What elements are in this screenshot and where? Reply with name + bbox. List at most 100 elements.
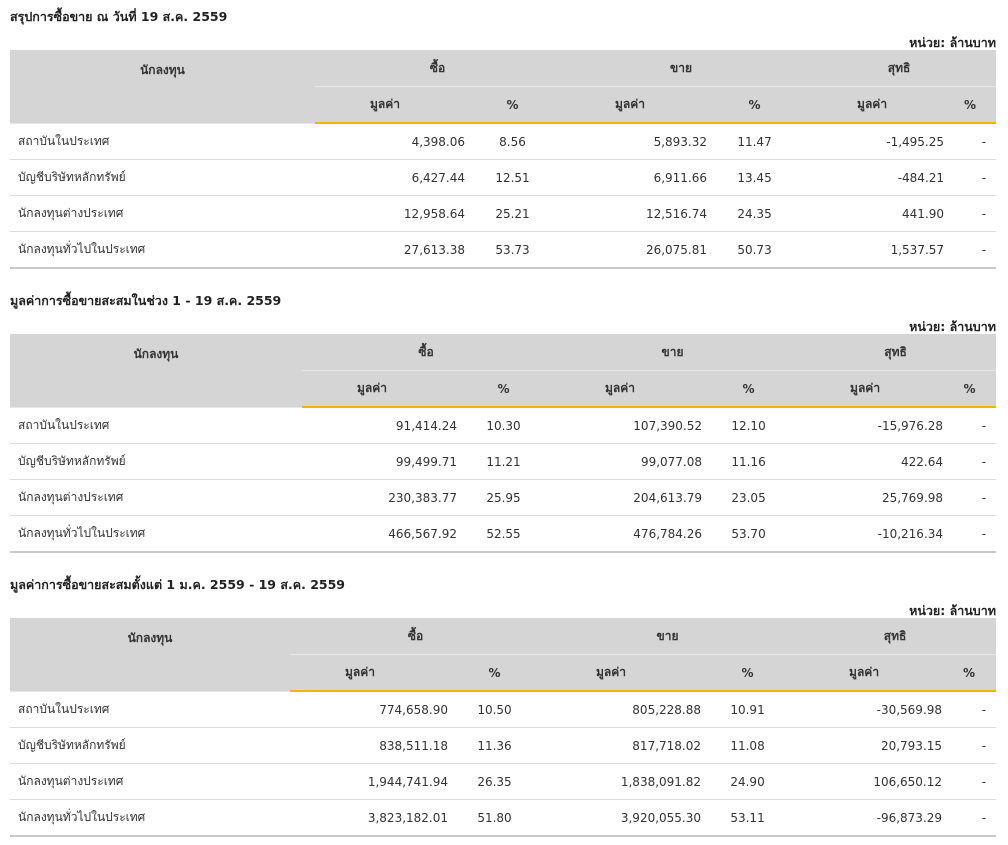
sell-percent: 11.16 — [702, 443, 796, 480]
header-sell-value: มูลค่า — [560, 86, 708, 124]
investor-name: สถาบันในประเทศ — [10, 407, 302, 444]
table-row: นักลงทุนทั่วไปในประเทศ 27,613.38 53.73 2… — [10, 231, 997, 269]
buy-value: 12,958.64 — [315, 195, 465, 232]
net-value: 25,769.98 — [795, 479, 944, 516]
net-value: 1,537.57 — [802, 231, 945, 269]
section-title: สรุปการซื้อขาย ณ วันที่ 19 ส.ค. 2559 — [10, 9, 228, 24]
section-title: มูลค่าการซื้อขายสะสมในช่วง 1 - 19 ส.ค. 2… — [10, 293, 282, 308]
header-buy-percent: % — [448, 654, 542, 692]
table-row: นักลงทุนต่างประเทศ 1,944,741.94 26.35 1,… — [10, 763, 997, 800]
table-row: นักลงทุนต่างประเทศ 12,958.64 25.21 12,51… — [10, 195, 997, 232]
unit-label: หน่วย: ล้านบาท — [909, 603, 996, 618]
investor-name: นักลงทุนต่างประเทศ — [10, 195, 315, 232]
table-row: บัญชีบริษัทหลักทรัพย์ 838,511.18 11.36 8… — [10, 727, 997, 764]
header-buy-percent: % — [465, 86, 561, 124]
buy-percent: 12.51 — [465, 159, 561, 196]
sell-percent: 13.45 — [707, 159, 803, 196]
buy-percent: 52.55 — [457, 515, 551, 553]
header-buy: ซื้อ — [290, 618, 542, 655]
buy-value: 6,427.44 — [315, 159, 465, 196]
net-percent: - — [944, 123, 997, 160]
buy-percent: 11.36 — [448, 727, 542, 764]
header-buy: ซื้อ — [302, 334, 551, 371]
sell-value: 12,516.74 — [560, 195, 708, 232]
buy-value: 1,944,741.94 — [290, 763, 448, 800]
header-sell: ขาย — [541, 618, 795, 655]
investor-name: สถาบันในประเทศ — [10, 691, 290, 728]
sell-value: 107,390.52 — [550, 407, 703, 444]
net-percent: - — [943, 443, 997, 480]
summary-table: นักลงทุน ซื้อ ขาย สุทธิ มูลค่า % มูลค่า … — [10, 50, 997, 269]
table-row: นักลงทุนต่างประเทศ 230,383.77 25.95 204,… — [10, 479, 997, 516]
buy-percent: 10.30 — [457, 407, 551, 444]
net-percent: - — [942, 799, 997, 837]
sell-value: 99,077.08 — [550, 443, 703, 480]
buy-value: 4,398.06 — [315, 123, 465, 160]
year-table: นักลงทุน ซื้อ ขาย สุทธิ มูลค่า % มูลค่า … — [10, 618, 997, 837]
net-value: -10,216.34 — [795, 515, 944, 553]
investor-name: บัญชีบริษัทหลักทรัพย์ — [10, 159, 315, 196]
header-buy-percent: % — [457, 370, 551, 408]
sell-value: 6,911.66 — [560, 159, 708, 196]
buy-percent: 51.80 — [448, 799, 542, 837]
net-percent: - — [942, 727, 997, 764]
header-investor: นักลงทุน — [10, 334, 302, 408]
header-net-value: มูลค่า — [794, 654, 943, 692]
investor-name: นักลงทุนต่างประเทศ — [10, 763, 290, 800]
header-net-percent: % — [943, 370, 997, 408]
header-sell-percent: % — [707, 86, 803, 124]
header-net: สุทธิ — [794, 618, 997, 655]
net-percent: - — [943, 479, 997, 516]
sell-value: 204,613.79 — [550, 479, 703, 516]
header-buy: ซื้อ — [315, 50, 561, 87]
buy-percent: 25.21 — [465, 195, 561, 232]
buy-value: 91,414.24 — [302, 407, 457, 444]
header-net-value: มูลค่า — [802, 86, 945, 124]
table-row: สถาบันในประเทศ 4,398.06 8.56 5,893.32 11… — [10, 123, 997, 160]
header-net: สุทธิ — [795, 334, 997, 371]
sell-value: 1,838,091.82 — [541, 763, 702, 800]
investor-name: สถาบันในประเทศ — [10, 123, 315, 160]
header-sell-value: มูลค่า — [550, 370, 703, 408]
buy-percent: 11.21 — [457, 443, 551, 480]
sell-percent: 24.35 — [707, 195, 803, 232]
header-sell-value: มูลค่า — [541, 654, 702, 692]
buy-percent: 25.95 — [457, 479, 551, 516]
header-net-percent: % — [944, 86, 997, 124]
header-investor: นักลงทุน — [10, 618, 290, 692]
sell-percent: 23.05 — [702, 479, 796, 516]
net-value: -30,569.98 — [794, 691, 943, 728]
buy-value: 466,567.92 — [302, 515, 457, 553]
net-percent: - — [944, 195, 997, 232]
net-value: 441.90 — [802, 195, 945, 232]
month-table: นักลงทุน ซื้อ ขาย สุทธิ มูลค่า % มูลค่า … — [10, 334, 997, 553]
net-value: 422.64 — [795, 443, 944, 480]
table-row: บัญชีบริษัทหลักทรัพย์ 99,499.71 11.21 99… — [10, 443, 997, 480]
sell-percent: 50.73 — [707, 231, 803, 269]
net-value: -1,495.25 — [802, 123, 945, 160]
net-percent: - — [944, 231, 997, 269]
sell-value: 817,718.02 — [541, 727, 702, 764]
table-row: นักลงทุนทั่วไปในประเทศ 3,823,182.01 51.8… — [10, 799, 997, 837]
sell-value: 5,893.32 — [560, 123, 708, 160]
unit-label: หน่วย: ล้านบาท — [909, 319, 996, 334]
table-row: สถาบันในประเทศ 774,658.90 10.50 805,228.… — [10, 691, 997, 728]
investor-name: บัญชีบริษัทหลักทรัพย์ — [10, 727, 290, 764]
table-row: บัญชีบริษัทหลักทรัพย์ 6,427.44 12.51 6,9… — [10, 159, 997, 196]
buy-value: 774,658.90 — [290, 691, 448, 728]
header-net: สุทธิ — [802, 50, 997, 87]
sell-value: 3,920,055.30 — [541, 799, 702, 837]
section-title: มูลค่าการซื้อขายสะสมตั้งแต่ 1 ม.ค. 2559 … — [10, 577, 345, 592]
investor-name: บัญชีบริษัทหลักทรัพย์ — [10, 443, 302, 480]
buy-percent: 8.56 — [465, 123, 561, 160]
net-percent: - — [943, 515, 997, 553]
sell-value: 476,784.26 — [550, 515, 703, 553]
table-row: สถาบันในประเทศ 91,414.24 10.30 107,390.5… — [10, 407, 997, 444]
header-net-value: มูลค่า — [795, 370, 944, 408]
header-sell-percent: % — [702, 370, 796, 408]
net-value: -484.21 — [802, 159, 945, 196]
table-row: นักลงทุนทั่วไปในประเทศ 466,567.92 52.55 … — [10, 515, 997, 553]
net-percent: - — [944, 159, 997, 196]
header-net-percent: % — [942, 654, 997, 692]
net-percent: - — [942, 691, 997, 728]
